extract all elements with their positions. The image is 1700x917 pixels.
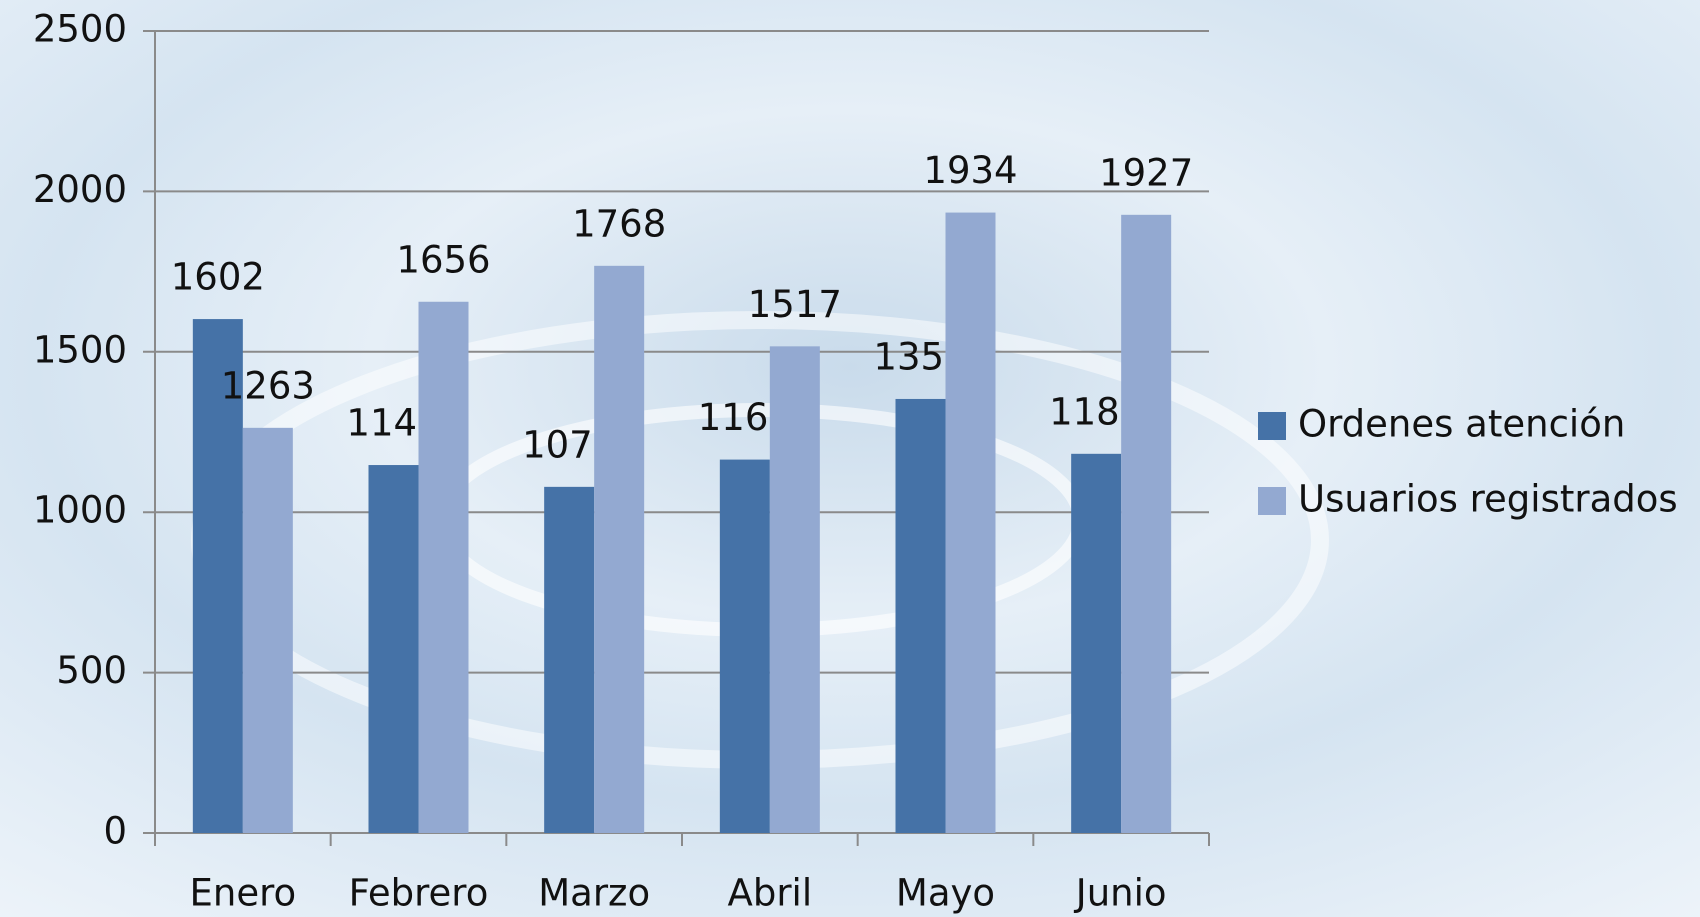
bar [945, 212, 996, 833]
y-tick-label: 2500 [33, 8, 127, 51]
y-tick-label: 2000 [33, 168, 127, 211]
bar [368, 465, 419, 833]
x-tick-label: Mayo [896, 872, 995, 915]
bar [895, 398, 946, 833]
y-tick-label: 1000 [33, 489, 127, 532]
data-label: 1927 [1099, 151, 1193, 194]
y-tick-label: 500 [56, 649, 127, 692]
data-label: 1934 [923, 149, 1017, 192]
data-label: 1263 [221, 364, 315, 407]
bar [544, 486, 595, 833]
legend-swatch [1258, 412, 1286, 440]
data-label: 1768 [572, 202, 666, 245]
data-label: 1517 [748, 283, 842, 326]
legend-swatch [1258, 487, 1286, 515]
x-tick-label: Enero [190, 872, 297, 915]
bar [769, 346, 820, 833]
legend-label: Ordenes atención [1298, 403, 1625, 446]
bar [1121, 214, 1172, 833]
bar [242, 427, 293, 833]
bar [1071, 453, 1122, 833]
legend-label: Usuarios registrados [1298, 478, 1678, 521]
y-tick-label: 1500 [33, 328, 127, 371]
bar [192, 319, 243, 834]
data-label: 1656 [396, 238, 490, 281]
bar [594, 265, 645, 834]
bar [418, 301, 469, 833]
x-tick-label: Junio [1074, 872, 1167, 915]
y-tick-label: 0 [103, 810, 127, 853]
data-label: 1602 [171, 256, 265, 299]
x-tick-label: Abril [728, 872, 813, 915]
x-tick-label: Marzo [538, 872, 650, 915]
bar [719, 459, 770, 833]
x-tick-label: Febrero [349, 872, 489, 915]
